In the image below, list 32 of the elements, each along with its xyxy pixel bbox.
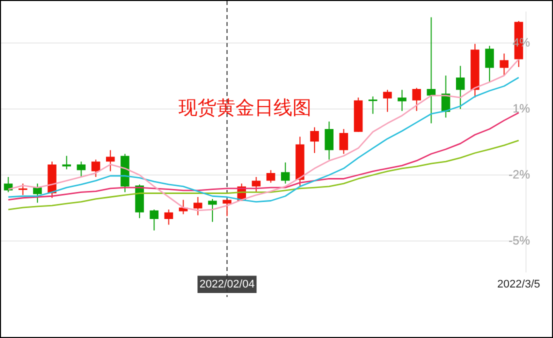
candlestick: [368, 96, 378, 114]
candlestick: [310, 126, 319, 154]
candlestick: [208, 198, 217, 222]
candlestick: [164, 209, 174, 226]
candlestick: [18, 183, 28, 196]
candlestick: [500, 53, 508, 76]
candlestick: [106, 150, 115, 172]
candlestick: [91, 159, 100, 178]
x-tick-label: 2022/02/04: [200, 278, 255, 290]
candlestick: [222, 199, 232, 217]
candlestick: [194, 196, 202, 216]
candlestick: [76, 161, 86, 178]
candlestick: [412, 87, 421, 112]
candlestick: [456, 65, 465, 110]
candlestick: [252, 176, 261, 193]
candlestick: [33, 183, 42, 204]
candlestick: [150, 209, 158, 231]
y-tick-label: -5%: [508, 233, 530, 248]
candlestick: [398, 89, 406, 112]
candlestick: [339, 128, 348, 154]
candlestick: [266, 170, 276, 184]
candlestick: [281, 162, 290, 184]
y-tick-label: 4%: [512, 35, 530, 50]
candlestick: [485, 45, 494, 83]
y-tick-label: 1%: [512, 101, 530, 116]
candlestick: [383, 89, 392, 112]
candlestick: [324, 121, 334, 160]
text: 现货黄金日线图: [178, 97, 312, 120]
candlestick: [62, 155, 71, 170]
x-tick-label: 2022/3/5: [497, 278, 540, 290]
y-tick-label: -2%: [508, 167, 530, 182]
candlestick: [426, 16, 436, 124]
